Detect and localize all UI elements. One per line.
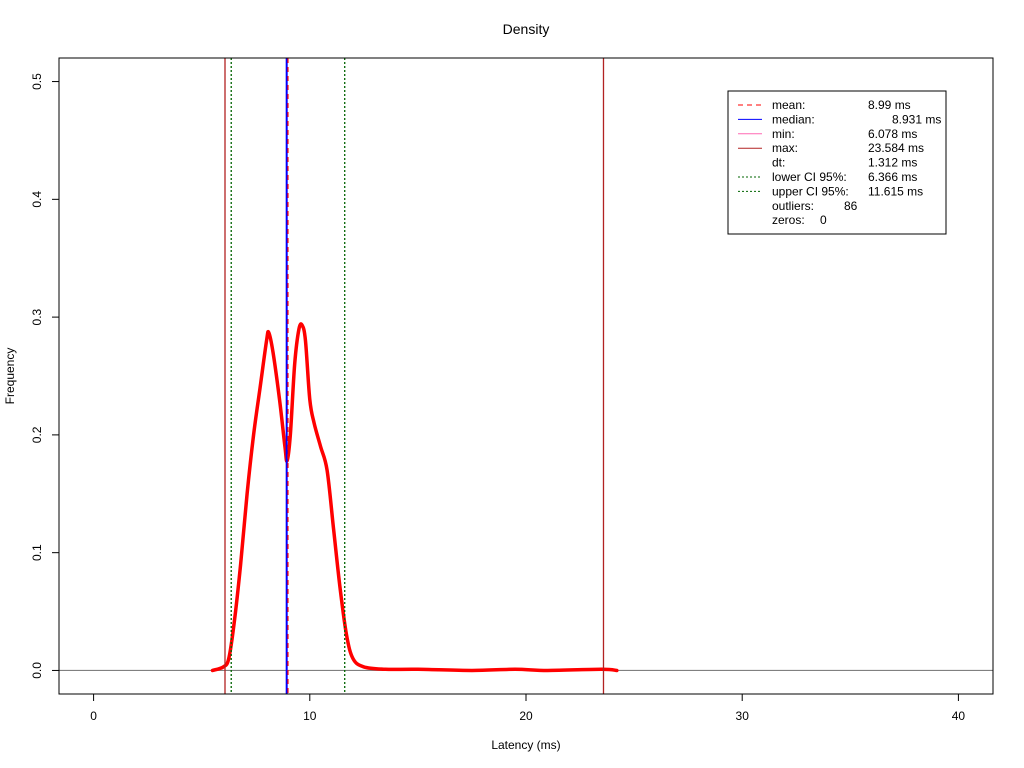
plot-area bbox=[59, 58, 993, 694]
x-tick-label: 30 bbox=[736, 709, 750, 723]
y-tick-label: 0.0 bbox=[30, 662, 44, 679]
density-curve bbox=[210, 322, 619, 673]
legend-value: 8.931 ms bbox=[892, 112, 941, 126]
legend-label: max: bbox=[772, 141, 798, 155]
y-tick-label: 0.3 bbox=[30, 308, 44, 325]
y-tick-label: 0.4 bbox=[30, 191, 44, 208]
x-tick-label: 10 bbox=[303, 709, 317, 723]
legend-value: 1.312 ms bbox=[868, 156, 917, 170]
legend-value: 11.615 ms bbox=[868, 184, 923, 198]
x-tick-label: 20 bbox=[519, 709, 533, 723]
legend-label: mean: bbox=[772, 98, 805, 112]
legend-label: zeros: bbox=[772, 213, 805, 227]
legend-label: upper CI 95%: bbox=[772, 184, 849, 198]
legend-value: 0 bbox=[820, 213, 827, 227]
x-tick-label: 0 bbox=[90, 709, 97, 723]
legend: mean: 8.99 ms median: 8.931 ms min: 6.078 ms m… bbox=[727, 90, 947, 235]
legend-value: 23.584 ms bbox=[868, 141, 924, 155]
x-tick-label: 40 bbox=[952, 709, 966, 723]
y-axis-label: Frequency bbox=[3, 348, 17, 405]
legend-label: min: bbox=[772, 127, 795, 141]
legend-label: outliers: bbox=[772, 199, 814, 213]
legend-value: 8.99 ms bbox=[868, 98, 911, 112]
y-tick-label: 0.5 bbox=[30, 73, 44, 90]
chart-title: Density bbox=[503, 21, 550, 37]
y-tick-label: 0.2 bbox=[30, 426, 44, 443]
y-tick-label: 0.1 bbox=[30, 544, 44, 561]
legend-box bbox=[727, 90, 947, 235]
legend-label: lower CI 95%: bbox=[772, 170, 847, 184]
x-axis: 0 10 20 30 40 bbox=[90, 693, 966, 723]
legend-value: 86 bbox=[844, 199, 858, 213]
x-axis-label: Latency (ms) bbox=[491, 738, 560, 752]
legend-label: median: bbox=[772, 112, 815, 126]
legend-label: dt: bbox=[772, 156, 785, 170]
legend-value: 6.078 ms bbox=[868, 127, 917, 141]
y-axis: 0.0 0.1 0.2 0.3 0.4 0.5 bbox=[30, 73, 60, 679]
legend-value: 6.366 ms bbox=[868, 170, 917, 184]
